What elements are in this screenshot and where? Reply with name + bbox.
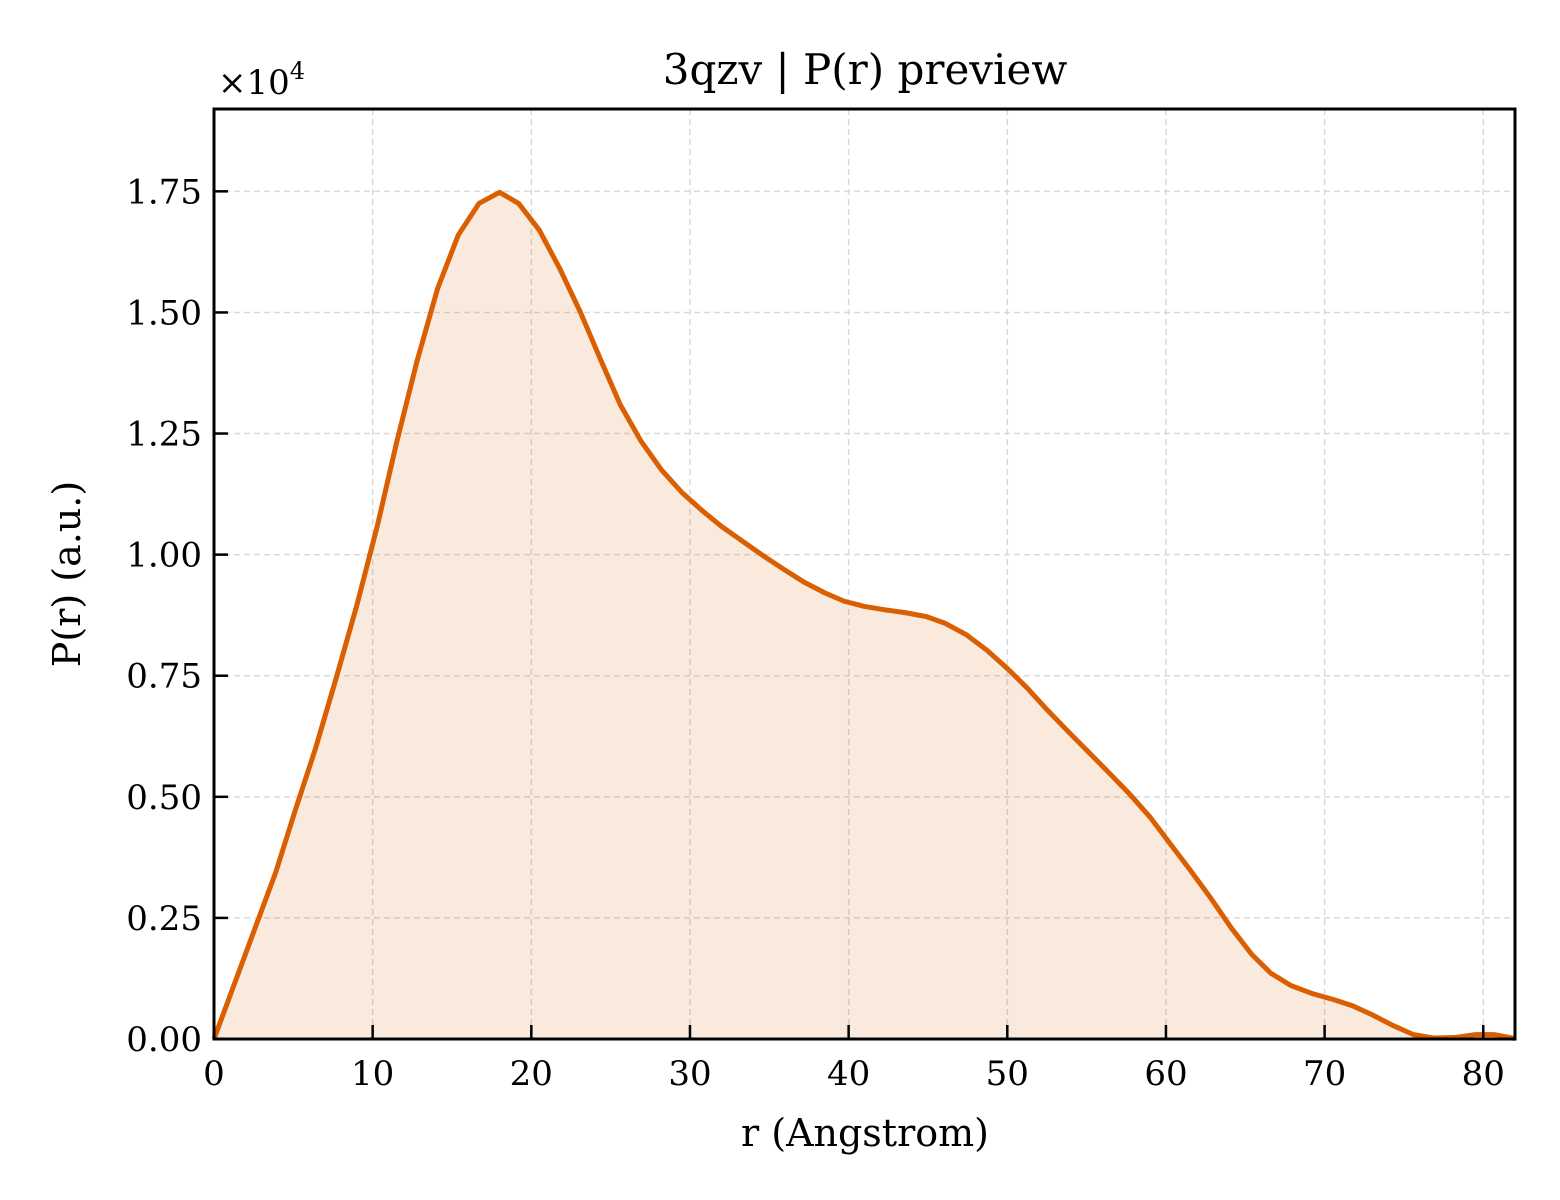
y-tick-label: 1.25: [126, 415, 202, 455]
y-multiplier-exponent: 4: [290, 57, 305, 85]
x-axis: 0 10 20 30 40 50 60 70 80: [203, 1025, 1505, 1094]
x-tick-label: 70: [1303, 1054, 1346, 1094]
y-axis: 0.00 0.25 0.50 0.75 1.00 1.25 1.50 1.75: [126, 172, 228, 1060]
y-tick-label: 1.75: [126, 172, 202, 212]
y-tick-label: 1.50: [126, 293, 202, 333]
grid: [213, 109, 1515, 1040]
x-tick-label: 60: [1144, 1054, 1187, 1094]
series-area-fill: [214, 192, 1515, 1039]
y-multiplier: ×104: [218, 57, 305, 103]
y-tick-label: 0.75: [126, 657, 202, 697]
y-tick-label: 0.50: [126, 778, 202, 818]
x-tick-label: 20: [510, 1054, 553, 1094]
x-tick-label: 80: [1462, 1054, 1505, 1094]
x-tick-label: 50: [986, 1054, 1029, 1094]
y-tick-label: 0.25: [126, 899, 202, 939]
plot-frame: [212, 107, 1517, 1041]
x-axis-label: r (Angstrom): [741, 1111, 989, 1155]
x-tick-label: 0: [203, 1054, 225, 1094]
y-multiplier-base: ×10: [218, 63, 290, 103]
series-line: [211, 189, 1516, 1041]
y-tick-label: 0.00: [126, 1020, 202, 1060]
x-tick-label: 40: [827, 1054, 870, 1094]
x-tick-label: 30: [668, 1054, 711, 1094]
y-axis-label: P(r) (a.u.): [45, 481, 89, 667]
y-tick-label: 1.00: [126, 536, 202, 576]
x-tick-label: 10: [351, 1054, 394, 1094]
chart-title: 3qzv | P(r) preview: [663, 45, 1068, 94]
